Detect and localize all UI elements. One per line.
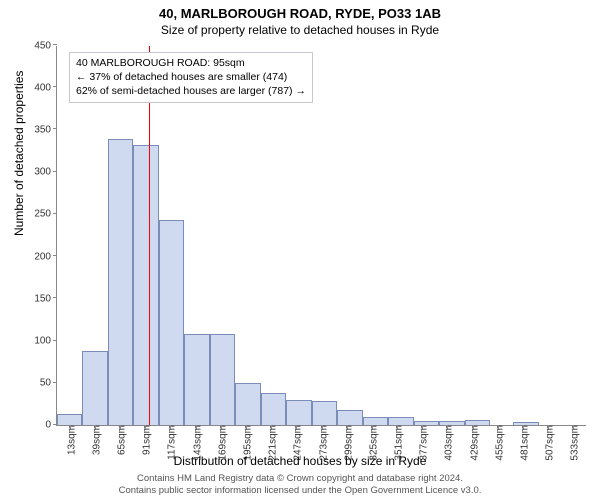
- x-tick-label: 91sqm: [138, 425, 153, 455]
- y-tick-mark: [53, 382, 57, 383]
- x-tick-mark: [498, 425, 499, 429]
- x-tick-mark: [120, 425, 121, 429]
- x-tick-mark: [322, 425, 323, 429]
- histogram-bar: [235, 383, 260, 425]
- x-tick-mark: [422, 425, 423, 429]
- x-tick-mark: [95, 425, 96, 429]
- x-tick-mark: [548, 425, 549, 429]
- histogram-bar: [57, 414, 82, 425]
- x-tick-mark: [523, 425, 524, 429]
- property-marker-line: [149, 46, 150, 425]
- x-tick-mark: [145, 425, 146, 429]
- y-tick-label: 250: [34, 209, 57, 220]
- y-tick-mark: [53, 128, 57, 129]
- annotation-line1: 40 MARLBOROUGH ROAD: 95sqm: [76, 56, 306, 70]
- y-tick-label: 350: [34, 125, 57, 136]
- y-tick-label: 50: [40, 377, 57, 388]
- x-tick-label: 39sqm: [87, 425, 102, 455]
- x-tick-mark: [196, 425, 197, 429]
- histogram-bar: [312, 401, 337, 425]
- x-tick-mark: [397, 425, 398, 429]
- x-tick-mark: [372, 425, 373, 429]
- x-tick-mark: [170, 425, 171, 429]
- y-tick-mark: [53, 255, 57, 256]
- histogram-bar: [388, 417, 413, 425]
- histogram-bar: [337, 410, 362, 425]
- histogram-bar: [184, 334, 209, 425]
- y-tick-label: 150: [34, 293, 57, 304]
- bars-container: [57, 46, 586, 425]
- y-tick-mark: [53, 340, 57, 341]
- annotation-line3: 62% of semi-detached houses are larger (…: [76, 84, 306, 98]
- y-tick-mark: [53, 213, 57, 214]
- x-tick-mark: [246, 425, 247, 429]
- y-tick-label: 450: [34, 41, 57, 52]
- x-tick-mark: [296, 425, 297, 429]
- y-tick-mark: [53, 171, 57, 172]
- histogram-bar: [133, 145, 158, 425]
- footer-line2: Contains public sector information licen…: [0, 485, 600, 497]
- page-subtitle: Size of property relative to detached ho…: [0, 21, 600, 41]
- x-tick-mark: [271, 425, 272, 429]
- x-tick-mark: [70, 425, 71, 429]
- histogram-bar: [82, 351, 107, 425]
- y-axis-label: Number of detached properties: [12, 71, 26, 236]
- y-tick-label: 200: [34, 251, 57, 262]
- y-tick-label: 0: [45, 420, 57, 431]
- y-tick-label: 300: [34, 167, 57, 178]
- y-tick-mark: [53, 44, 57, 45]
- x-tick-label: 13sqm: [62, 425, 77, 455]
- histogram-bar: [108, 139, 133, 425]
- y-tick-label: 100: [34, 335, 57, 346]
- footer-text: Contains HM Land Registry data © Crown c…: [0, 473, 600, 497]
- y-tick-mark: [53, 297, 57, 298]
- footer-line1: Contains HM Land Registry data © Crown c…: [0, 473, 600, 485]
- histogram-bar: [261, 393, 286, 425]
- x-tick-mark: [347, 425, 348, 429]
- y-tick-mark: [53, 424, 57, 425]
- x-tick-mark: [473, 425, 474, 429]
- histogram-bar: [286, 400, 311, 425]
- annotation-line2: ← 37% of detached houses are smaller (47…: [76, 70, 306, 84]
- y-tick-label: 400: [34, 83, 57, 94]
- x-tick-mark: [573, 425, 574, 429]
- histogram-bar: [210, 334, 235, 425]
- histogram-bar: [363, 417, 388, 425]
- page-title: 40, MARLBOROUGH ROAD, RYDE, PO33 1AB: [0, 0, 600, 21]
- x-tick-label: 65sqm: [112, 425, 127, 455]
- chart-plot-area: 050100150200250300350400450 13sqm39sqm65…: [56, 46, 586, 426]
- y-tick-mark: [53, 86, 57, 87]
- x-tick-mark: [221, 425, 222, 429]
- histogram-bar: [159, 220, 184, 425]
- annotation-box: 40 MARLBOROUGH ROAD: 95sqm ← 37% of deta…: [69, 52, 313, 103]
- x-tick-mark: [447, 425, 448, 429]
- x-axis-label: Distribution of detached houses by size …: [0, 454, 600, 468]
- plot-frame: 050100150200250300350400450 13sqm39sqm65…: [56, 46, 586, 426]
